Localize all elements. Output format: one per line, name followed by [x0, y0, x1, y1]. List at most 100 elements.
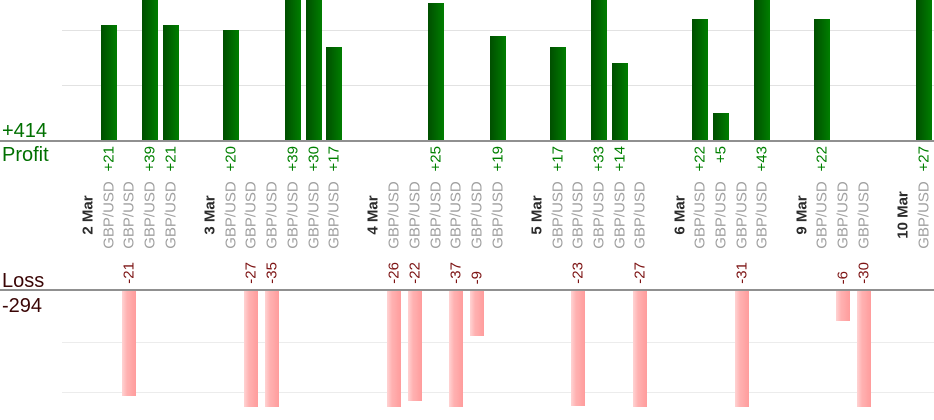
profit-bar — [222, 30, 239, 140]
symbol-label: GBP/USD — [121, 181, 138, 253]
profit-value-label: +22 — [813, 146, 831, 175]
profit-value-label-text: +17 — [325, 146, 343, 172]
date-label-text: 4 Mar — [364, 195, 382, 235]
symbol-label: GBP/USD — [468, 181, 486, 253]
date-label: 4 Mar — [364, 195, 382, 238]
profit-value-label-text: +39 — [141, 146, 159, 172]
date-label: 10 Mar — [894, 191, 912, 243]
symbol-label: GBP/USD — [549, 181, 566, 253]
profit-value-label: +27 — [915, 146, 932, 175]
profit-value-label: +25 — [427, 146, 444, 175]
symbol-label: GBP/USD — [284, 181, 302, 253]
symbol-label-text: GBP/USD — [753, 181, 771, 249]
symbol-label: GBP/USD — [915, 181, 932, 253]
date-label-text: 10 Mar — [894, 191, 912, 239]
date-label-text: 2 Mar — [79, 195, 97, 235]
date-label: 5 Mar — [528, 195, 545, 238]
symbol-label: GBP/USD — [162, 181, 180, 253]
profit-bar — [284, 0, 301, 140]
loss-value-label-text: -27 — [631, 262, 649, 284]
profit-value-label: +43 — [753, 146, 771, 175]
symbol-label: GBP/USD — [427, 181, 444, 253]
symbol-label: GBP/USD — [222, 181, 240, 253]
symbol-label-text: GBP/USD — [427, 181, 444, 249]
symbol-label-text: GBP/USD — [631, 181, 649, 249]
profit-value-label: +17 — [325, 146, 343, 175]
profit-value-label-text: +19 — [489, 146, 507, 172]
profit-bar — [549, 46, 566, 140]
profit-value-label-text: +21 — [100, 146, 118, 172]
loss-value-label-text: -23 — [569, 262, 587, 284]
loss-value-label: -21 — [120, 262, 138, 288]
loss-axis-label: Loss — [2, 270, 45, 292]
profit-bar — [590, 0, 607, 140]
loss-value-label-text: -31 — [733, 262, 751, 284]
loss-value-label: -27 — [242, 262, 260, 288]
profit-value-label-text: +21 — [162, 146, 180, 172]
loss-bar — [571, 291, 586, 406]
symbol-label: GBP/USD — [100, 181, 118, 253]
symbol-label: GBP/USD — [489, 181, 506, 253]
symbol-label: GBP/USD — [142, 181, 159, 253]
date-label-text: 3 Mar — [201, 195, 219, 235]
symbol-label: GBP/USD — [855, 181, 872, 253]
loss-value-label-text: -27 — [242, 262, 260, 284]
loss-axis-line — [0, 289, 934, 291]
loss-value-label-text: -35 — [263, 262, 281, 284]
profit-value-label-text: +22 — [813, 146, 831, 172]
loss-value-label: -37 — [447, 262, 465, 288]
loss-bar — [244, 291, 259, 407]
loss-value-label: -31 — [733, 262, 751, 288]
gridline — [62, 392, 934, 393]
symbol-label: GBP/USD — [305, 181, 322, 253]
symbol-label: GBP/USD — [386, 181, 403, 253]
profit-bar — [162, 24, 179, 140]
symbol-label: GBP/USD — [631, 181, 649, 253]
date-label: 2 Mar — [79, 195, 97, 238]
symbol-label: GBP/USD — [406, 181, 423, 253]
symbol-label: GBP/USD — [326, 181, 343, 253]
profit-bar — [305, 0, 322, 140]
symbol-label: GBP/USD — [570, 181, 587, 253]
profit-value-label-text: +20 — [222, 146, 240, 172]
loss-value-label-text: -22 — [406, 262, 424, 284]
loss-bar — [449, 291, 464, 407]
profit-value-label-text: +39 — [284, 146, 302, 172]
symbol-label-text: GBP/USD — [468, 181, 486, 249]
loss-bar — [856, 291, 871, 407]
loss-value-label: -23 — [569, 262, 587, 288]
date-label: 3 Mar — [201, 195, 219, 238]
profit-value-label-text: +30 — [305, 146, 322, 172]
symbol-label-text: GBP/USD — [222, 181, 240, 249]
profit-value-label-text: +22 — [691, 146, 709, 172]
symbol-label: GBP/USD — [733, 181, 750, 253]
gridline — [62, 342, 934, 343]
symbol-label-text: GBP/USD — [712, 181, 730, 249]
profit-plot-area — [0, 0, 934, 140]
profit-bar — [100, 24, 117, 140]
symbol-label: GBP/USD — [753, 181, 771, 253]
loss-value-label: -6 — [834, 271, 851, 288]
loss-value-label-text: -26 — [385, 262, 403, 284]
symbol-label-text: GBP/USD — [284, 181, 302, 249]
symbol-label-text: GBP/USD — [263, 181, 281, 249]
loss-bar — [633, 291, 648, 407]
profit-value-label-text: +43 — [753, 146, 771, 172]
profit-bar — [611, 63, 628, 140]
loss-value-label: -9 — [468, 271, 485, 288]
loss-bar — [387, 291, 402, 407]
profit-bar — [915, 0, 932, 140]
loss-value-label-text: -37 — [447, 262, 465, 284]
loss-value-label-text: -21 — [120, 262, 138, 284]
profit-value-label: +20 — [222, 146, 240, 175]
symbol-label-text: GBP/USD — [100, 181, 118, 249]
profit-bar — [754, 0, 771, 140]
symbol-label: GBP/USD — [692, 181, 709, 253]
profit-bar — [489, 35, 506, 140]
profit-bar — [692, 19, 709, 140]
profit-bar — [427, 2, 444, 140]
profit-axis-line — [0, 140, 934, 142]
profit-value-label: +33 — [590, 146, 607, 175]
symbol-label-text: GBP/USD — [162, 181, 180, 249]
